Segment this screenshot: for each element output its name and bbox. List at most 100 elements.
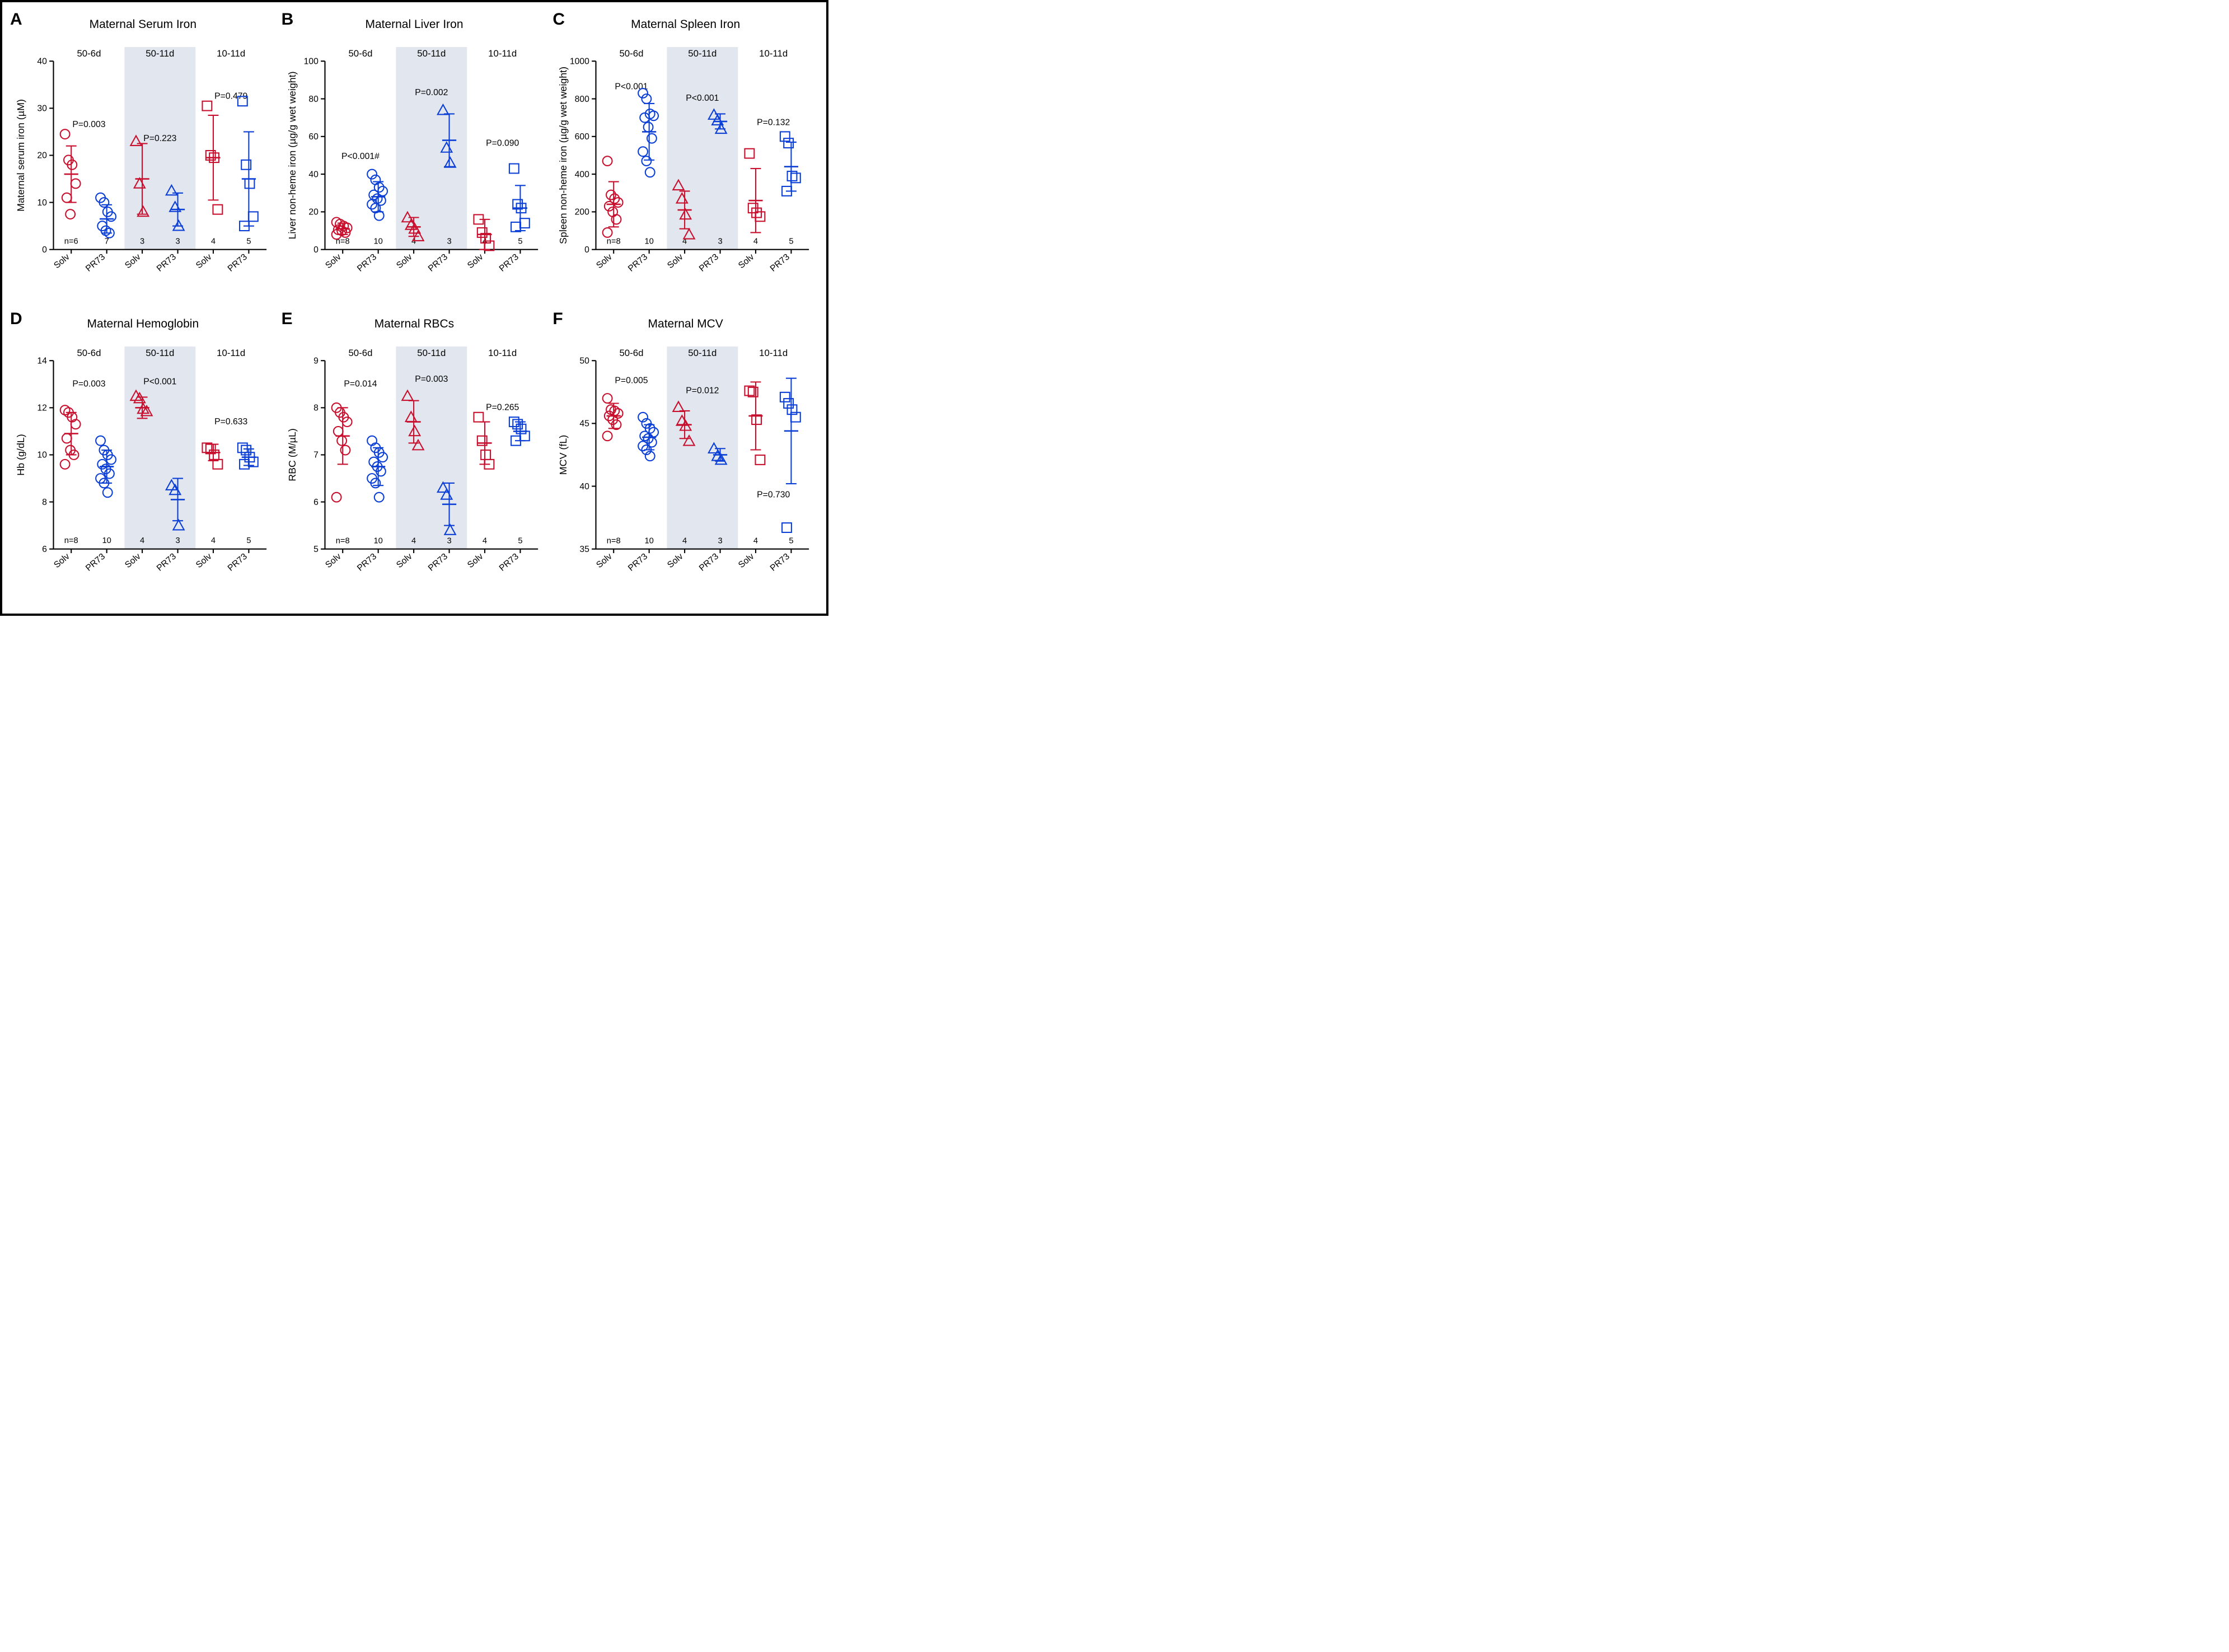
p-value-label: P=0.223: [143, 134, 176, 143]
n-label: 4: [140, 536, 144, 545]
group-label: 50-11d: [146, 48, 174, 59]
x-tick-label: Solv: [52, 551, 72, 570]
y-tick-label: 40: [37, 57, 47, 66]
y-tick-label: 60: [308, 132, 319, 142]
p-value-label: P=0.003: [72, 120, 105, 129]
plot-area: 68101214SolvPR73SolvPR73SolvPR73Hb (g/dL…: [13, 332, 273, 601]
n-label: 10: [373, 537, 382, 546]
p-value-label: P=0.265: [486, 403, 519, 413]
plot-svg: 68101214SolvPR73SolvPR73SolvPR73Hb (g/dL…: [13, 332, 273, 601]
y-axis-label: Hb (g/dL): [15, 434, 26, 475]
p-value-label: P<0.001: [143, 377, 176, 386]
n-label: 3: [447, 237, 451, 246]
y-tick-label: 40: [580, 482, 590, 492]
n-label: 3: [718, 237, 723, 246]
p-value-label: P=0.012: [686, 386, 719, 396]
x-tick-label: PR73: [769, 252, 792, 274]
group-label: 50-11d: [417, 48, 446, 59]
y-tick-label: 1000: [570, 57, 589, 66]
group-label: 50-6d: [348, 48, 372, 59]
y-tick-label: 600: [575, 132, 590, 142]
group-label: 50-11d: [689, 48, 717, 59]
p-value-label: P<0.001: [615, 82, 648, 92]
y-tick-label: 10: [37, 198, 47, 208]
n-label: 4: [753, 237, 758, 246]
panel-title: Maternal Serum Iron: [13, 18, 273, 31]
y-tick-label: 8: [42, 498, 47, 507]
y-tick-label: 20: [37, 151, 47, 161]
y-tick-label: 9: [313, 356, 319, 366]
plot-area: 020406080100SolvPR73SolvPR73SolvPR73Live…: [285, 32, 544, 302]
x-tick-label: PR73: [355, 551, 378, 573]
p-value-label: P=0.003: [415, 375, 448, 384]
n-label: 5: [518, 537, 522, 546]
panel-F: F Maternal MCV 35404550SolvPR73SolvPR73S…: [556, 317, 815, 602]
panel-letter: C: [552, 10, 565, 29]
n-label: 4: [483, 537, 487, 546]
plot-svg: 35404550SolvPR73SolvPR73SolvPR73MCV (fL)…: [556, 332, 815, 601]
x-tick-label: Solv: [737, 252, 756, 270]
n-label: 4: [753, 537, 758, 546]
shaded-group-bg: [667, 347, 738, 549]
x-tick-label: PR73: [155, 551, 178, 573]
y-axis-label: Spleen non-heme iron (µg/g wet weight): [558, 67, 569, 244]
n-label: 10: [102, 536, 111, 545]
y-tick-label: 50: [580, 356, 590, 366]
p-value-label: P=0.005: [615, 376, 648, 386]
n-label: 3: [175, 237, 180, 246]
y-tick-label: 45: [580, 419, 590, 429]
n-label: n=8: [607, 237, 621, 246]
n-label: n=8: [607, 537, 621, 546]
x-tick-label: Solv: [324, 252, 343, 270]
x-tick-label: Solv: [123, 252, 143, 270]
y-axis-label: MCV (fL): [558, 435, 569, 475]
panel-title: Maternal Liver Iron: [285, 18, 544, 31]
x-tick-label: PR73: [697, 252, 720, 274]
x-tick-label: PR73: [427, 551, 449, 573]
panel-A: A Maternal Serum Iron 010203040SolvPR73S…: [13, 18, 273, 303]
panel-E: E Maternal RBCs 56789SolvPR73SolvPR73Sol…: [285, 317, 544, 602]
n-label: 3: [175, 536, 180, 545]
x-tick-label: Solv: [466, 551, 485, 570]
x-tick-label: Solv: [395, 252, 414, 270]
x-tick-label: PR73: [226, 252, 249, 274]
panel-letter: D: [10, 310, 22, 329]
y-tick-label: 14: [37, 356, 47, 366]
p-value-label: P=0.002: [415, 88, 448, 97]
x-tick-label: PR73: [84, 252, 107, 274]
group-label: 50-11d: [417, 348, 446, 358]
y-tick-label: 0: [313, 245, 319, 255]
x-tick-label: Solv: [194, 252, 214, 270]
group-label: 10-11d: [217, 48, 245, 59]
y-tick-label: 40: [308, 170, 319, 179]
x-tick-label: PR73: [497, 252, 520, 274]
p-value-label: P<0.001#: [341, 152, 380, 161]
p-value-label: P=0.132: [757, 118, 790, 128]
x-tick-label: PR73: [427, 252, 449, 274]
panel-D: D Maternal Hemoglobin 68101214SolvPR73So…: [13, 317, 273, 602]
group-label: 50-11d: [146, 348, 174, 358]
panel-C: C Maternal Spleen Iron 02004006008001000…: [556, 18, 815, 303]
n-label: n=6: [64, 237, 78, 246]
y-tick-label: 100: [303, 57, 319, 66]
n-label: n=8: [335, 537, 349, 546]
shaded-group-bg: [667, 47, 738, 250]
n-label: 10: [645, 537, 654, 546]
y-tick-label: 400: [575, 170, 590, 179]
x-tick-label: PR73: [355, 252, 378, 274]
panel-B: B Maternal Liver Iron 020406080100SolvPR…: [285, 18, 544, 303]
panel-letter: E: [282, 310, 293, 329]
n-label: 5: [789, 237, 794, 246]
x-tick-label: PR73: [497, 551, 520, 573]
n-label: 5: [246, 237, 251, 246]
x-tick-label: Solv: [52, 252, 72, 270]
p-value-label: P=0.014: [344, 379, 377, 389]
y-tick-label: 0: [584, 245, 589, 255]
x-tick-label: PR73: [226, 551, 249, 573]
y-tick-label: 80: [308, 95, 319, 104]
x-tick-label: PR73: [769, 551, 792, 573]
y-tick-label: 0: [42, 245, 47, 255]
panel-title: Maternal Spleen Iron: [556, 18, 815, 31]
group-label: 50-6d: [77, 348, 101, 358]
n-label: 10: [645, 237, 654, 246]
